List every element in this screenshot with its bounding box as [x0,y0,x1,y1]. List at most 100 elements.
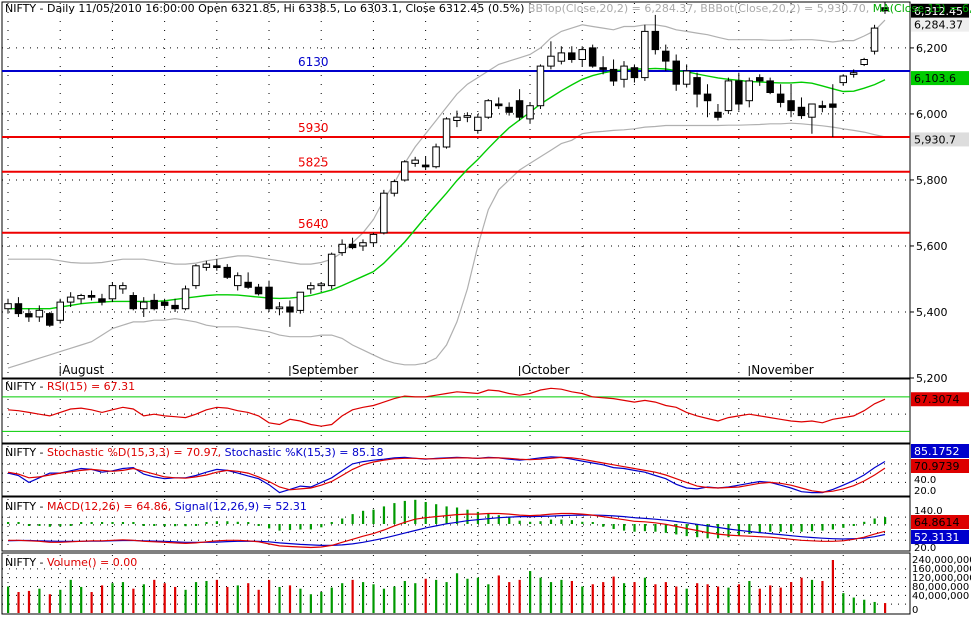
volume-bar [309,594,312,613]
candle-body [442,118,451,148]
volume-bar [403,580,406,613]
month-label: October [522,363,570,377]
bb-top-line [8,19,886,265]
candle-body [14,303,23,315]
candle-body [213,265,221,268]
volume-bar [706,584,709,613]
volume-bar [863,599,866,613]
candle-body [140,301,148,310]
close-price-label: 6,312.45 [914,5,963,18]
volume-bar [80,586,83,613]
volume-bar [497,575,500,613]
macd-histogram-bar [194,524,198,526]
stoch-d-line [7,456,886,493]
candle-body [181,288,190,310]
macd-histogram-bar [581,521,584,524]
macd-line [8,512,886,549]
macd-histogram-bar [215,521,219,524]
volume-bar [174,586,177,613]
volume-tick-label: 80,000,000 [912,582,969,593]
price-panel-frame [1,1,911,379]
macd-histogram-bar [111,522,114,524]
volume-bar [361,582,365,613]
macd-histogram-bar [790,524,793,532]
volume-bar [696,583,699,613]
price-header: NIFTY - Daily 11/05/2010 16:00:00 Open 6… [5,2,971,15]
volume-bar [790,582,793,613]
volume-bar [539,577,542,613]
volume-bar [414,583,417,613]
ma-price-label: 6,103.6 [914,72,956,85]
candle-body [641,30,649,79]
volume-bar [633,582,636,613]
rsi-value-bg [911,392,969,407]
volume-bar [643,577,647,613]
stoch-d-bg [911,459,969,473]
month-label: November [751,363,813,377]
candle-body [432,146,440,168]
candle-body [756,77,764,82]
candle-body [766,80,774,94]
volume-tick-label: 240,000,000 [912,555,971,566]
volume-bar [330,587,333,613]
candle-body [839,75,847,84]
candle-body [275,306,284,310]
volume-bar [884,603,887,613]
volume-bar [435,579,438,613]
volume-bar [622,583,626,613]
candle-body [390,181,399,194]
macd-histogram-bar [831,524,834,530]
candlesticks[interactable] [4,2,889,327]
stoch-panel-frame [1,443,911,497]
macd-histogram-bar [153,524,156,526]
volume-bar [664,582,667,613]
rsi-line [7,387,886,427]
signal-label: Signal(12,26,9) = 52.31 [171,500,307,513]
volume-bar [518,579,521,613]
candle-body [77,295,85,300]
svg-text:NIFTY - RSI(15) = 67.31: NIFTY - RSI(15) = 67.31 [5,380,135,393]
candle-body [568,52,576,61]
svg-text:NIFTY - Daily 11/05/2010 16:00: NIFTY - Daily 11/05/2010 16:00:00 Open 6… [5,2,971,15]
candle-body [327,253,336,287]
candle-body [35,309,44,318]
macd-histogram-bar [748,524,751,534]
macd-histogram-bar [17,522,20,524]
candle-body [682,70,691,85]
volume-bar [38,588,41,613]
macd-tick-label: 140.0 [914,506,943,517]
stoch-grid [2,446,910,495]
macd-histogram-bar [48,524,51,527]
macd-histogram-bar [142,524,145,526]
candle-body [463,115,472,118]
signal-value: 52.3131 [914,531,960,544]
candle-body [557,52,566,62]
macd-histogram-bar [654,524,657,532]
macd-histogram-bar [529,521,532,524]
candle-body [829,103,837,108]
signal-value-bg [911,530,969,544]
macd-label: MACD(12,26) = 64.86, [47,500,171,513]
stoch-symbol: NIFTY [5,446,36,459]
macd-histogram-bar [330,522,333,524]
price-tick-label: 5,600 [916,240,948,253]
macd-histogram-bar [132,522,135,524]
price-panel: 6130 5930 5825 5640 6,200 6,000 5,800 5,600 5,4… [1,1,971,385]
month-label: August [62,363,104,377]
volume-bar [748,580,751,613]
macd-histogram-bar [299,524,302,530]
candle-body [776,93,785,103]
rsi-label: RSI(15) = 67.31 [47,380,135,393]
macd-histogram-bar [560,519,563,524]
rsi-plot [7,387,886,427]
macd-histogram-bar [424,502,427,524]
ma-price-label-bg [911,71,969,86]
macd-histogram-bar [570,520,573,524]
price-tick-label: 5,400 [916,306,948,319]
svg-text:NIFTY - Volume() = 0.00: NIFTY - Volume() = 0.00 [5,556,137,569]
macd-histogram-bar [873,518,876,524]
volume-bar [570,580,573,613]
volume-bar [153,579,156,613]
volume-bar [194,582,198,613]
stoch-plot [7,456,886,494]
